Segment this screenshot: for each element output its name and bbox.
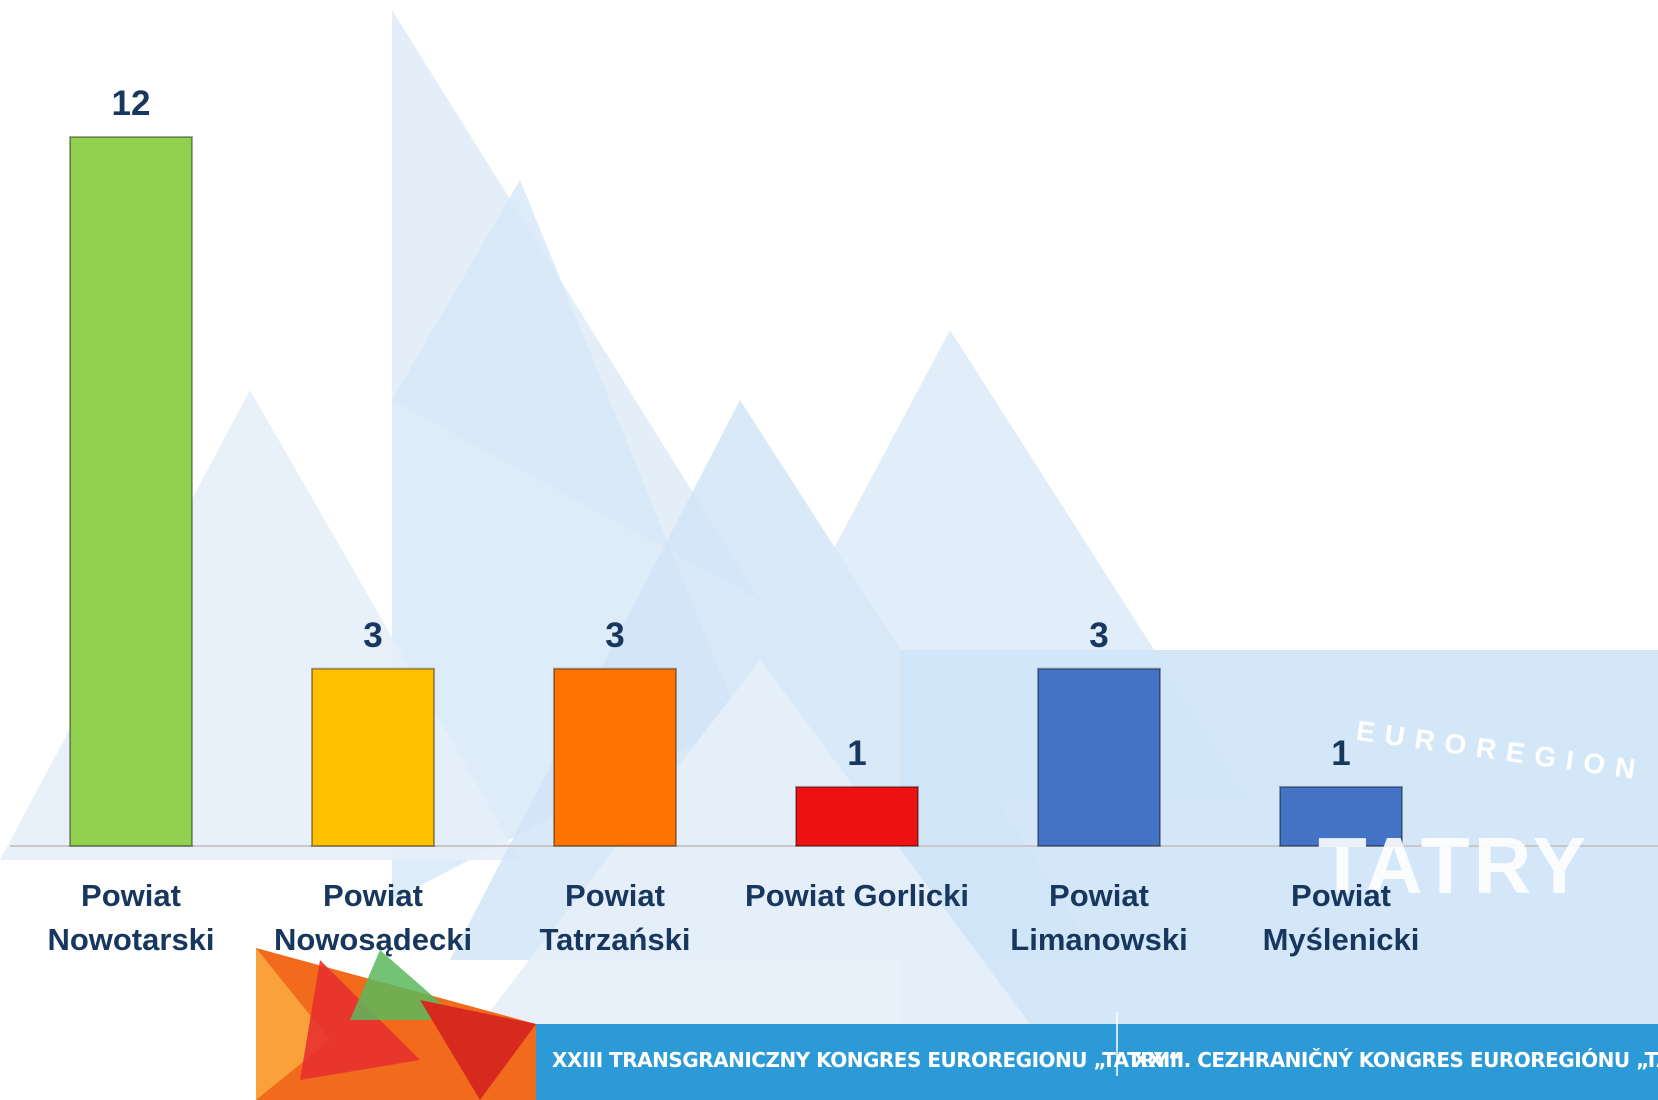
value-label: 12 <box>112 84 151 123</box>
bar <box>795 785 919 848</box>
banner-text: XXIII TRANSGRANICZNY KONGRES EUROREGIONU… <box>552 1048 1181 1072</box>
bar <box>1037 667 1161 847</box>
value-label: 3 <box>1089 616 1108 655</box>
category-label: Powiat Myślenicki <box>1262 878 1420 957</box>
bar <box>69 136 193 847</box>
banner-art <box>256 948 1658 1100</box>
value-label: 1 <box>847 734 866 773</box>
category-label: Powiat Gorlicki <box>745 878 969 913</box>
bar <box>1279 785 1403 848</box>
logo-text: TATRY <box>1318 821 1590 910</box>
category-label: Powiat Nowosądecki <box>273 878 473 957</box>
bar <box>553 667 677 847</box>
category-label: Powiat Limanowski <box>1010 878 1188 957</box>
value-label: 3 <box>605 616 624 655</box>
value-label: 1 <box>1331 734 1350 773</box>
banner-text: XXIII. CEZHRANIČNÝ KONGRES EUROREGIÓNU „… <box>1133 1048 1658 1072</box>
category-label: Powiat Nowotarski <box>47 878 215 957</box>
bar <box>311 667 435 847</box>
category-label: Powiat Tatrzański <box>539 878 691 957</box>
value-label: 3 <box>363 616 382 655</box>
